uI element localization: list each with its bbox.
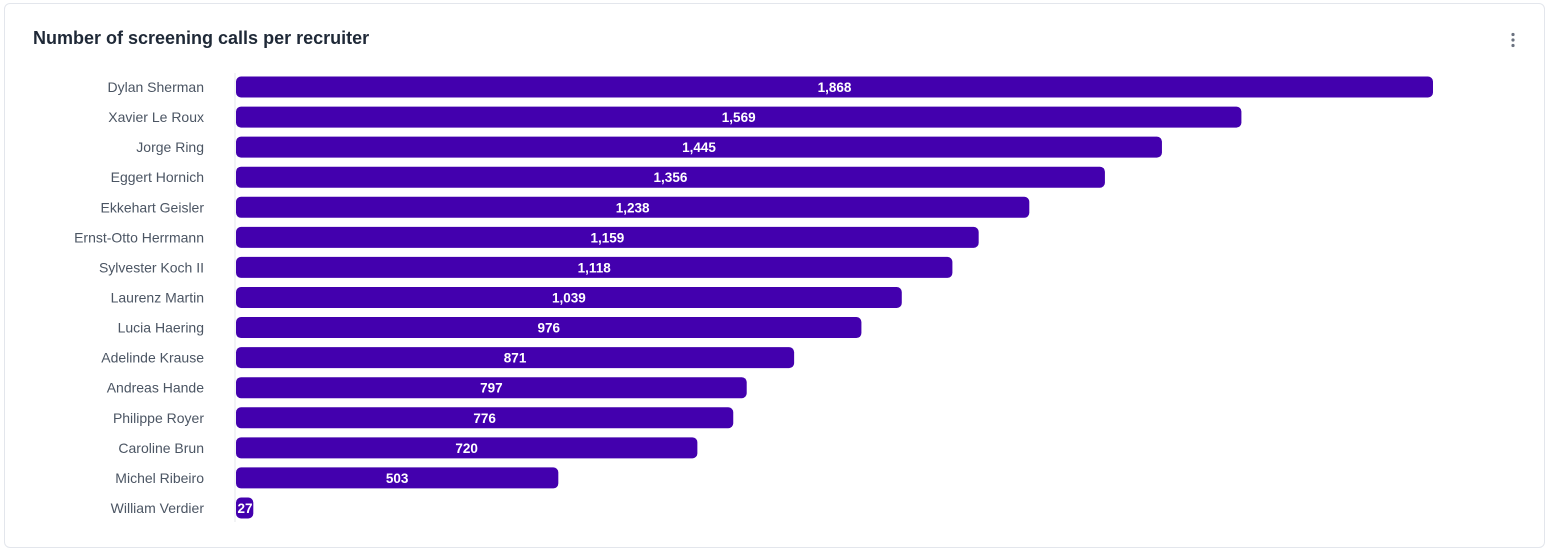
bar[interactable] [236,407,734,429]
more-options-button[interactable] [1503,28,1523,52]
category-label: Xavier Le Roux [108,109,204,125]
bar[interactable] [236,286,902,308]
category-label: Philippe Royer [113,410,204,426]
category-label: Ernst-Otto Herrmann [74,229,204,245]
category-label: Laurenz Martin [111,289,204,305]
category-label: Adelinde Krause [101,350,204,366]
value-label: 720 [455,441,478,456]
value-label: 871 [504,351,527,366]
category-label: Eggert Hornich [111,169,204,185]
bar[interactable] [236,166,1105,188]
category-label: Michel Ribeiro [115,470,204,486]
value-label: 1,118 [578,260,612,275]
category-label: Andreas Hande [107,380,205,396]
bar[interactable] [236,136,1162,158]
value-label: 1,445 [682,140,716,155]
chart-title: Number of screening calls per recruiter [33,28,370,48]
bar[interactable] [236,317,862,339]
bar[interactable] [236,256,953,278]
bar[interactable] [236,76,1433,98]
value-label: 797 [480,381,503,396]
value-label: 1,159 [590,230,624,245]
value-label: 1,569 [722,110,756,125]
category-label: Sylvester Koch II [99,259,204,275]
value-label: 1,356 [654,170,688,185]
value-label: 1,868 [818,80,852,95]
value-label: 27 [237,501,252,516]
bar[interactable] [236,347,795,369]
category-label: Caroline Brun [118,440,204,456]
category-label: Lucia Haering [118,320,204,336]
category-label: Jorge Ring [136,139,204,155]
value-label: 976 [537,321,560,336]
more-vertical-icon [1511,32,1515,48]
category-label: Dylan Sherman [108,79,205,95]
category-label: William Verdier [111,500,205,516]
bar[interactable] [236,226,979,248]
category-label: Ekkehart Geisler [101,199,205,215]
bar[interactable] [236,497,254,519]
bar[interactable] [236,196,1030,218]
bar[interactable] [236,377,747,399]
value-label: 1,039 [552,290,586,305]
value-label: 776 [473,411,496,426]
bar[interactable] [236,106,1242,128]
bar[interactable] [236,437,698,459]
value-label: 503 [386,471,409,486]
value-label: 1,238 [616,200,650,215]
bar[interactable] [236,467,559,489]
